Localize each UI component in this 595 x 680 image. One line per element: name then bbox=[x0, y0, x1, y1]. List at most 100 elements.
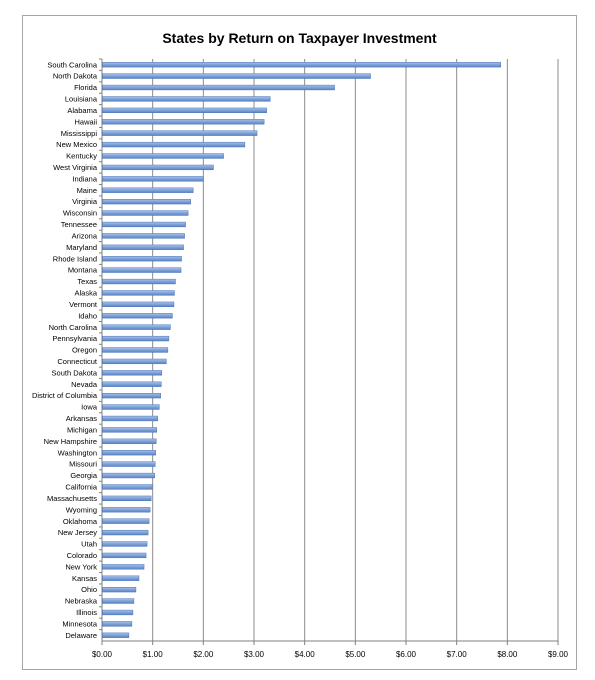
bar-minnesota bbox=[102, 621, 133, 627]
bar-new-mexico bbox=[102, 141, 246, 148]
bar-tennessee bbox=[102, 221, 186, 228]
category-label: Delaware bbox=[65, 631, 97, 640]
bar-oregon bbox=[102, 347, 169, 353]
chart-frame: States by Return on Taxpayer Investment … bbox=[22, 15, 577, 670]
bar-oklahoma bbox=[102, 518, 150, 524]
category-label: Colorado bbox=[67, 551, 97, 560]
category-label: Alabama bbox=[67, 106, 97, 115]
category-label: Vermont bbox=[69, 300, 98, 309]
bar-kentucky bbox=[102, 153, 224, 159]
bar-nebraska bbox=[102, 598, 135, 604]
category-label: Wisconsin bbox=[63, 209, 97, 218]
bar-delaware bbox=[102, 632, 130, 638]
category-label: Massachusetts bbox=[47, 494, 97, 503]
bar-louisiana bbox=[102, 96, 271, 102]
bar-michigan bbox=[102, 427, 157, 433]
bar-florida bbox=[102, 84, 335, 91]
category-label: Rhode Island bbox=[53, 254, 97, 263]
category-label: Hawaii bbox=[74, 117, 97, 126]
x-tick-label: $8.00 bbox=[497, 650, 518, 659]
category-label: Texas bbox=[77, 277, 97, 286]
bar-south-dakota bbox=[102, 370, 163, 376]
category-label: Arkansas bbox=[66, 414, 98, 423]
bar-pennsylvania bbox=[102, 335, 170, 342]
category-label: Idaho bbox=[78, 311, 97, 320]
category-label: California bbox=[65, 483, 98, 492]
category-label: Alaska bbox=[74, 289, 97, 298]
category-label: Ohio bbox=[81, 585, 97, 594]
category-label: South Dakota bbox=[52, 368, 98, 377]
category-label: Minnesota bbox=[62, 619, 97, 628]
bar-new-york bbox=[102, 564, 145, 570]
category-label: Tennessee bbox=[61, 220, 97, 229]
x-tick-label: $6.00 bbox=[396, 650, 417, 659]
bar-indiana bbox=[102, 176, 204, 182]
bar-north-dakota bbox=[102, 73, 371, 79]
category-label: New York bbox=[65, 562, 97, 571]
bar-arkansas bbox=[102, 415, 158, 422]
bar-massachusetts bbox=[102, 495, 152, 501]
bar-vermont bbox=[102, 301, 175, 307]
category-label: Kansas bbox=[72, 574, 97, 583]
category-label: Maryland bbox=[66, 243, 97, 252]
category-label: South Carolina bbox=[47, 60, 97, 69]
bar-ohio bbox=[102, 587, 137, 593]
category-label: Michigan bbox=[67, 425, 97, 434]
category-label: Arizona bbox=[72, 231, 98, 240]
x-tick-label: $0.00 bbox=[92, 650, 113, 659]
category-label: New Jersey bbox=[58, 528, 97, 537]
bar-alabama bbox=[102, 107, 267, 113]
bar-new-hampshire bbox=[102, 438, 157, 444]
category-label: Iowa bbox=[81, 403, 98, 412]
category-label: Virginia bbox=[72, 197, 98, 206]
bar-utah bbox=[102, 541, 148, 547]
category-label: Nevada bbox=[71, 380, 98, 389]
category-label: Georgia bbox=[70, 471, 98, 480]
category-label: Utah bbox=[81, 540, 97, 549]
bar-illinois bbox=[102, 609, 134, 616]
category-label: Florida bbox=[74, 83, 98, 92]
bar-west-virginia bbox=[102, 164, 214, 171]
category-label: North Carolina bbox=[49, 323, 98, 332]
category-label: Maine bbox=[77, 186, 97, 195]
bar-alaska bbox=[102, 290, 175, 296]
bar-district-of-columbia bbox=[102, 393, 162, 399]
x-tick-label: $4.00 bbox=[295, 650, 316, 659]
category-label: Kentucky bbox=[66, 152, 97, 161]
bar-wyoming bbox=[102, 507, 151, 513]
category-label: Connecticut bbox=[57, 357, 98, 366]
category-label: North Dakota bbox=[53, 72, 98, 81]
bar-maine bbox=[102, 187, 194, 193]
bar-wisconsin bbox=[102, 210, 189, 216]
chart-title: States by Return on Taxpayer Investment bbox=[162, 30, 437, 46]
x-tick-label: $9.00 bbox=[548, 650, 569, 659]
bar-arizona bbox=[102, 233, 185, 239]
bar-iowa bbox=[102, 404, 160, 410]
category-label: Missouri bbox=[69, 460, 97, 469]
category-label: Montana bbox=[68, 266, 98, 275]
bar-chart: $0.00 $1.00 $2.00 $3.00 $4.00 $5.00 $6.00 $7.00… bbox=[32, 58, 569, 659]
category-label: Oregon bbox=[72, 346, 97, 355]
bar-kansas bbox=[102, 575, 140, 581]
bar-nevada bbox=[102, 381, 162, 387]
category-label: Mississippi bbox=[61, 129, 98, 138]
category-label: Nebraska bbox=[65, 597, 98, 606]
bar-virginia bbox=[102, 199, 191, 205]
category-label: Indiana bbox=[72, 174, 97, 183]
bar-maryland bbox=[102, 244, 184, 250]
bar-south-carolina bbox=[102, 62, 501, 68]
category-label: New Hampshire bbox=[44, 437, 97, 446]
bar-north-carolina bbox=[102, 324, 171, 330]
bar-mississippi bbox=[102, 130, 258, 136]
bar-missouri bbox=[102, 461, 156, 467]
bar-colorado bbox=[102, 552, 147, 559]
category-label: Oklahoma bbox=[63, 517, 98, 526]
x-tick-label: $7.00 bbox=[447, 650, 468, 659]
category-label: Wyoming bbox=[66, 505, 97, 514]
bar-texas bbox=[102, 278, 176, 285]
category-label: Washington bbox=[58, 448, 97, 457]
bar-connecticut bbox=[102, 358, 167, 365]
bar-georgia bbox=[102, 472, 155, 479]
bar-california bbox=[102, 484, 153, 490]
category-label: New Mexico bbox=[56, 140, 97, 149]
